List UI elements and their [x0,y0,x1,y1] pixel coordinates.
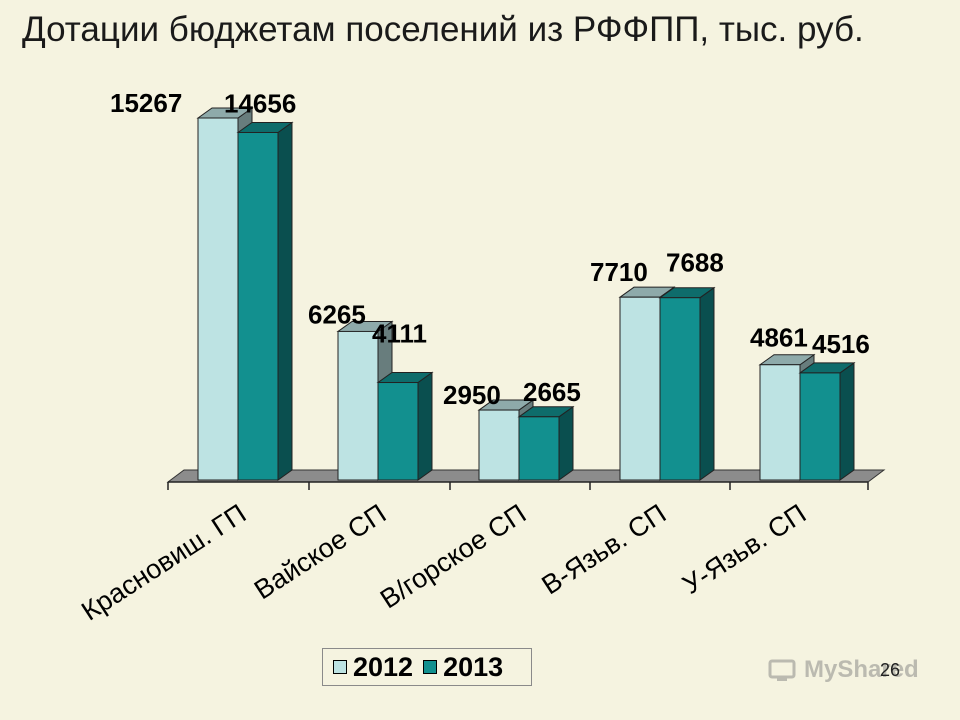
bar-group [196,107,856,481]
bar-2013-1 [376,371,434,481]
value-label-2013-2: 2665 [523,377,581,407]
bar-front [799,372,841,481]
bar-side [699,286,715,481]
value-label-2013-1: 4111 [372,319,427,349]
value-label-2012-0: 15267 [110,88,182,118]
value-label-2013-0: 14656 [224,88,296,118]
category-label-3: В-Язьв. СП [536,498,671,600]
legend-label-2012: 2012 [353,651,414,682]
bar-front [197,117,239,481]
bar-2013-3 [658,286,716,481]
value-label-2012-4: 4861 [750,323,808,353]
value-label-2013-4: 4516 [812,329,870,359]
chart-title: Дотации бюджетам поселений из РФФПП, тыс… [22,10,864,49]
value-labels: 15267 6265 2950 7710 4861 14656 4111 2665 7688 45… [110,88,870,410]
bar-front [659,297,701,481]
legend-item-2013: 2013 [423,652,503,683]
legend-swatch-2012 [333,660,347,674]
bar-front [377,382,419,481]
bar-2013-4 [798,361,856,481]
category-label-0: Красновиш. ГП [76,498,251,626]
bar-front [237,131,279,481]
bar-front [337,330,379,481]
bar-side [417,371,433,481]
value-label-2012-2: 2950 [443,380,501,410]
bar-front [478,409,520,481]
value-label-2012-3: 7710 [590,257,648,287]
watermark-text: MyShared [804,656,919,683]
bar-side [277,121,293,481]
bar-2013-2 [517,405,575,481]
bar-front [619,296,661,481]
watermark-logo-icon [768,659,796,681]
page-number: 26 [880,660,901,680]
category-label-4: У-Язьв. СП [677,498,811,600]
bar-front [759,364,801,481]
bar-2013-0 [236,121,294,481]
watermark: MyShared [768,656,919,684]
legend-item-2012: 2012 [333,652,413,683]
value-label-2013-3: 7688 [666,248,724,278]
value-label-2012-1: 6265 [308,299,366,329]
legend-label-2013: 2013 [443,651,504,682]
bar-front [518,416,560,481]
legend: 2012 2013 [322,648,532,686]
bar-side [839,361,855,481]
bar-side [558,405,574,481]
category-label-1: Вайское СП [249,498,391,605]
legend-swatch-2013 [423,660,438,674]
category-label-2: В/горское СП [375,498,531,614]
